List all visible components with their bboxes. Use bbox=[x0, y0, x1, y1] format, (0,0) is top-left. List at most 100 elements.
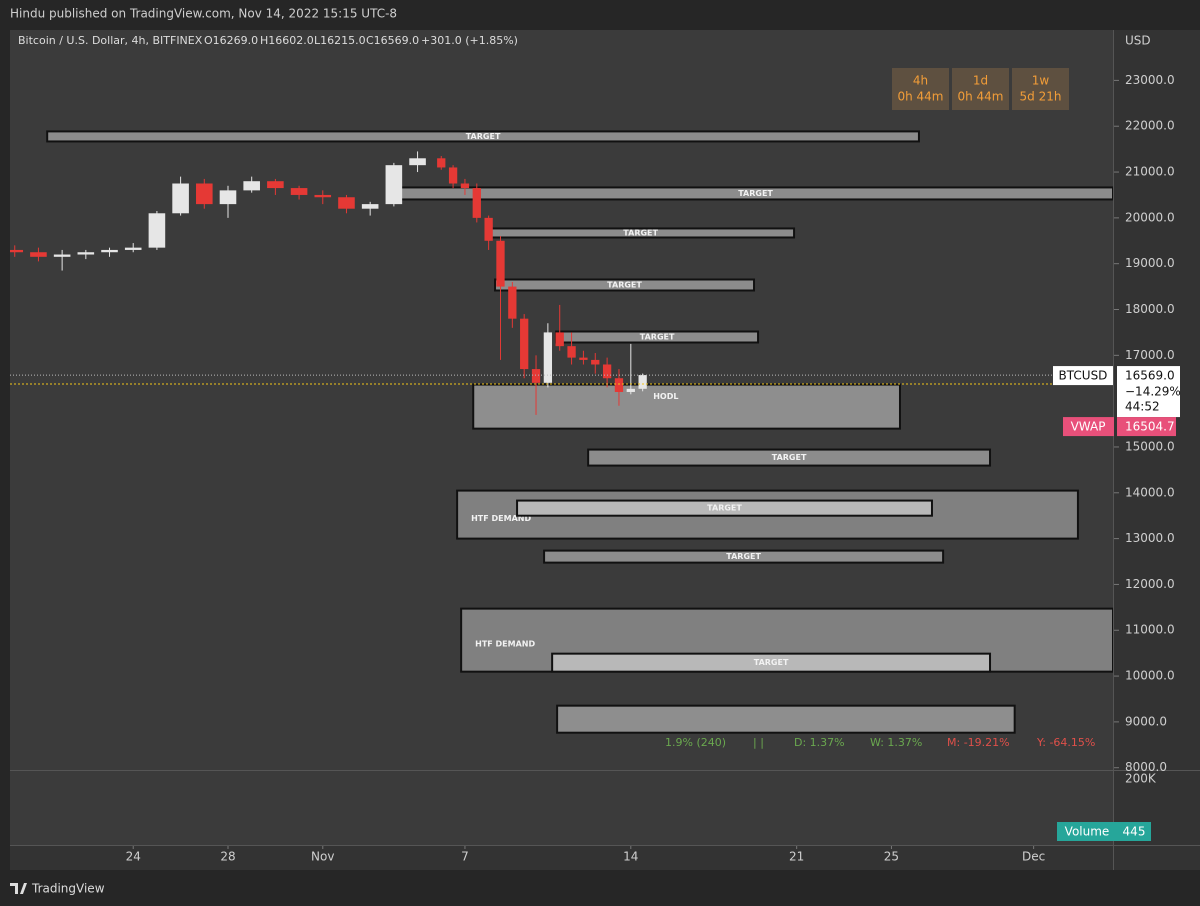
candle-body bbox=[148, 213, 166, 248]
zone-label: TARGET bbox=[623, 228, 658, 237]
zone bbox=[587, 448, 992, 467]
candle-body bbox=[385, 165, 403, 205]
zone bbox=[551, 652, 992, 673]
zone-label: TARGET bbox=[754, 658, 789, 667]
y-tick-label: 17000.0 bbox=[1125, 348, 1175, 362]
stat: 1.9% (240) bbox=[665, 736, 726, 749]
price-change: −14.29% bbox=[1125, 385, 1181, 399]
candle-body bbox=[53, 254, 71, 257]
zone-label: TARGET bbox=[607, 280, 642, 289]
y-tick-label: 21000.0 bbox=[1125, 165, 1175, 179]
legend-low: L16215.0 bbox=[314, 34, 366, 47]
zone-label: TARGET bbox=[707, 504, 742, 513]
y-tick-label: 12000.0 bbox=[1125, 577, 1175, 591]
timer-box bbox=[952, 68, 1009, 110]
symbol-name: BTCUSD bbox=[1059, 369, 1108, 383]
candle-body bbox=[472, 188, 481, 218]
publisher-line: Hindu published on TradingView.com, Nov … bbox=[10, 7, 397, 21]
candle-body bbox=[409, 158, 426, 166]
y-tick-label: 22000.0 bbox=[1125, 119, 1175, 133]
legend-open: O16269.0 bbox=[204, 34, 258, 47]
x-tick-label: Dec bbox=[1022, 850, 1045, 864]
timer-interval: 1w bbox=[1032, 74, 1050, 88]
candle-body bbox=[460, 183, 470, 189]
candle-body bbox=[243, 181, 260, 191]
candle-body bbox=[626, 388, 635, 392]
stat: W: 1.37% bbox=[870, 736, 922, 749]
zone-label: TARGET bbox=[640, 332, 675, 341]
zone bbox=[472, 383, 901, 430]
vwap-name: VWAP bbox=[1071, 420, 1106, 434]
symbol-box bbox=[1053, 366, 1113, 386]
candle-body bbox=[361, 204, 379, 209]
legend: Bitcoin / U.S. Dollar, 4h, BITFINEX O162… bbox=[18, 34, 518, 47]
zone-label: HODL bbox=[653, 392, 678, 401]
vwap-value: 16504.7 bbox=[1125, 420, 1175, 434]
timer-remaining: 5d 21h bbox=[1020, 90, 1062, 104]
x-tick-label: Nov bbox=[311, 850, 334, 864]
zone-label: TARGET bbox=[466, 132, 501, 141]
candle-body bbox=[591, 359, 600, 365]
candle-body bbox=[267, 181, 284, 189]
y-tick-label: 19000.0 bbox=[1125, 256, 1175, 270]
zone-label: TARGET bbox=[726, 552, 761, 561]
zone bbox=[556, 704, 1016, 734]
candle-body bbox=[520, 318, 529, 370]
volume-pane bbox=[10, 771, 1113, 845]
stat: D: 1.37% bbox=[794, 736, 845, 749]
x-tick-label: 28 bbox=[220, 850, 235, 864]
candle-body bbox=[448, 167, 458, 184]
candle-body bbox=[290, 188, 308, 195]
timer-interval: 1d bbox=[973, 74, 988, 88]
volume-name: Volume bbox=[1065, 825, 1110, 839]
y-tick-label: 13000.0 bbox=[1125, 531, 1175, 545]
candle-body bbox=[219, 190, 237, 205]
vwap-name-box bbox=[1063, 417, 1114, 437]
stat: | | bbox=[753, 736, 764, 749]
x-tick-label: 24 bbox=[126, 850, 141, 864]
candle-body bbox=[77, 252, 95, 255]
zone bbox=[516, 499, 933, 517]
zone-label: TARGET bbox=[738, 189, 773, 198]
y-tick-label: 18000.0 bbox=[1125, 302, 1175, 316]
y-tick-label: 15000.0 bbox=[1125, 439, 1175, 453]
candle-body bbox=[543, 332, 553, 383]
candle-body bbox=[101, 249, 118, 253]
x-tick-label: 25 bbox=[884, 850, 899, 864]
y-tick-label: 14000.0 bbox=[1125, 485, 1175, 499]
candle-body bbox=[614, 378, 624, 392]
y-tick-label: 9000.0 bbox=[1125, 714, 1167, 728]
candle-body bbox=[437, 158, 446, 168]
zone-label: TARGET bbox=[772, 453, 807, 462]
last-price: 16569.0 bbox=[1125, 369, 1175, 383]
candle-body bbox=[124, 247, 142, 250]
volume-axis-label: 200K bbox=[1125, 772, 1157, 786]
zone-label: HTF DEMAND bbox=[471, 514, 531, 523]
price-unit: USD bbox=[1125, 34, 1151, 48]
legend-symbol: Bitcoin / U.S. Dollar, 4h, BITFINEX bbox=[18, 34, 203, 47]
y-tick-label: 10000.0 bbox=[1125, 669, 1175, 683]
legend-change: +301.0 (+1.85%) bbox=[421, 34, 518, 47]
y-tick-label: 20000.0 bbox=[1125, 210, 1175, 224]
x-tick-label: 21 bbox=[789, 850, 804, 864]
stat: M: -19.21% bbox=[947, 736, 1010, 749]
price-axis bbox=[1114, 30, 1200, 870]
zone bbox=[543, 549, 945, 564]
x-tick-label: 7 bbox=[461, 850, 469, 864]
candle-body bbox=[30, 252, 47, 257]
vwap-box bbox=[1117, 417, 1176, 437]
time-axis bbox=[10, 846, 1113, 870]
timer-box bbox=[892, 68, 949, 110]
candle-body bbox=[508, 286, 517, 319]
timer-box bbox=[1012, 68, 1069, 110]
volume-value: 445 bbox=[1123, 825, 1146, 839]
candle-body bbox=[638, 375, 647, 389]
y-tick-label: 8000.0 bbox=[1125, 760, 1167, 774]
price-box bbox=[1117, 366, 1180, 418]
candle-body bbox=[567, 346, 576, 358]
logo-mark bbox=[10, 883, 27, 894]
timer-interval: 4h bbox=[913, 74, 928, 88]
countdown: 44:52 bbox=[1125, 400, 1160, 414]
